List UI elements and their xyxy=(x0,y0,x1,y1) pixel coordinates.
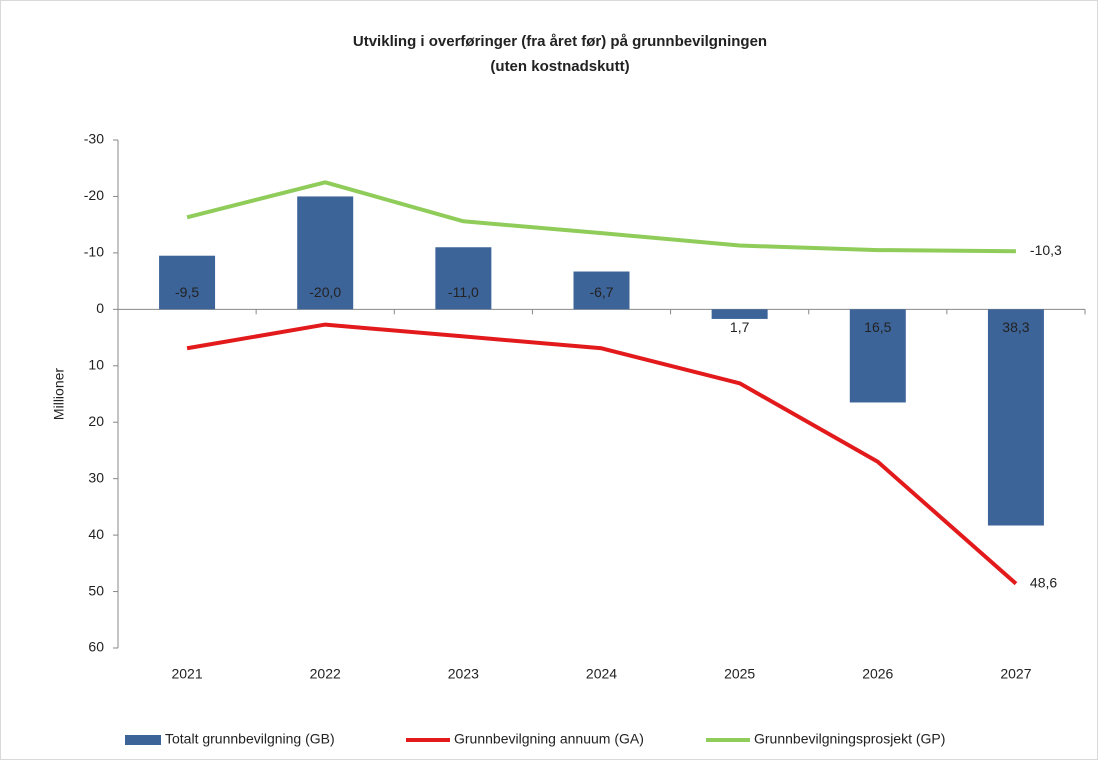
bar xyxy=(435,247,492,310)
y-tick-label: 30 xyxy=(88,469,104,485)
y-tick-label: 0 xyxy=(96,300,104,316)
line-value-label: -10,3 xyxy=(1030,242,1062,258)
legend-swatch xyxy=(125,735,161,745)
legend-label: Totalt grunnbevilgning (GB) xyxy=(165,731,335,747)
y-tick-label: 20 xyxy=(88,413,104,429)
chart-title: (uten kostnadskutt) xyxy=(490,58,629,75)
bar xyxy=(297,196,354,310)
x-tick-label: 2021 xyxy=(171,666,202,682)
line-series xyxy=(186,322,1018,586)
bar-value-label: 16,5 xyxy=(864,319,891,335)
x-tick-label: 2026 xyxy=(862,666,893,682)
y-tick-label: 10 xyxy=(88,356,104,372)
y-tick-label: 60 xyxy=(88,639,104,655)
y-axis-label: Millioner xyxy=(51,368,67,420)
line-series xyxy=(186,180,1016,254)
line-value-label: 48,6 xyxy=(1030,574,1057,590)
x-tick-label: 2025 xyxy=(724,666,755,682)
x-tick-label: 2023 xyxy=(448,666,479,682)
bar-value-label: -9,5 xyxy=(175,284,199,300)
legend-label: Grunnbevilgningsprosjekt (GP) xyxy=(754,731,945,747)
bar-value-label: -6,7 xyxy=(589,284,613,300)
bar xyxy=(711,309,768,319)
bar-value-label: 1,7 xyxy=(730,319,750,335)
y-tick-label: -10 xyxy=(84,244,104,260)
x-tick-label: 2027 xyxy=(1000,666,1031,682)
bar xyxy=(159,255,216,310)
bar xyxy=(849,309,906,403)
y-tick-label: 50 xyxy=(88,582,104,598)
bar-value-label: -20,0 xyxy=(309,284,341,300)
x-tick-label: 2024 xyxy=(586,666,617,682)
bar xyxy=(573,271,630,310)
x-tick-label: 2022 xyxy=(310,666,341,682)
bar xyxy=(987,309,1044,526)
legend-label: Grunnbevilgning annuum (GA) xyxy=(454,731,644,747)
chart-title: Utvikling i overføringer (fra året før) … xyxy=(353,33,767,50)
y-tick-label: -20 xyxy=(84,187,104,203)
y-tick-label: -30 xyxy=(84,131,104,147)
bar-value-label: -11,0 xyxy=(448,284,479,300)
y-tick-label: 40 xyxy=(88,526,104,542)
bar-value-label: 38,3 xyxy=(1002,319,1029,335)
